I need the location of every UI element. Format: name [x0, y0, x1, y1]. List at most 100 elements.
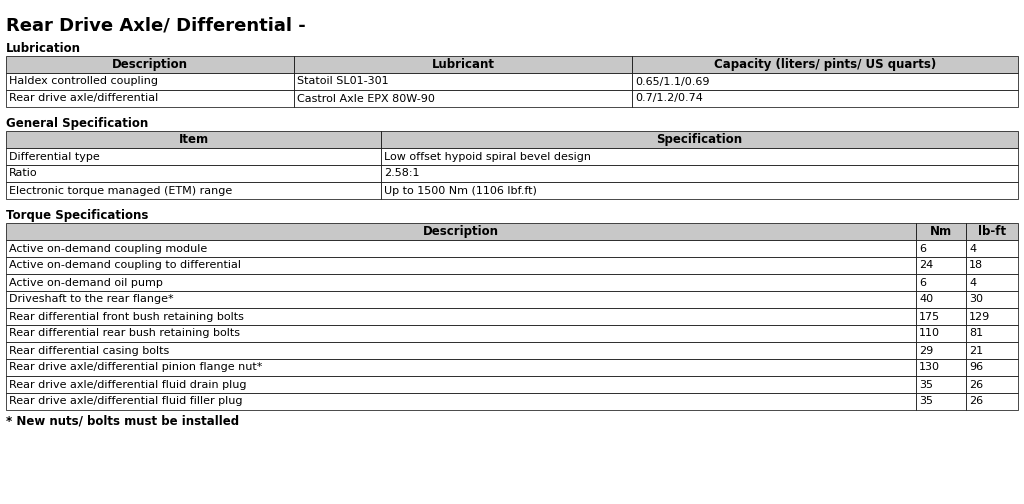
- Text: 35: 35: [919, 380, 933, 390]
- Text: Rear drive axle/differential fluid drain plug: Rear drive axle/differential fluid drain…: [9, 380, 247, 390]
- Text: General Specification: General Specification: [6, 117, 148, 130]
- Bar: [6, 376, 916, 393]
- Text: 26: 26: [969, 380, 983, 390]
- Bar: [916, 291, 966, 308]
- Text: Capacity (liters/ pints/ US quarts): Capacity (liters/ pints/ US quarts): [714, 58, 936, 71]
- Text: Lubricant: Lubricant: [431, 58, 495, 71]
- Text: 2.58:1: 2.58:1: [384, 168, 420, 178]
- Bar: [294, 90, 632, 107]
- Text: Low offset hypoid spiral bevel design: Low offset hypoid spiral bevel design: [384, 152, 591, 161]
- Text: Description: Description: [423, 225, 499, 238]
- Text: Torque Specifications: Torque Specifications: [6, 209, 148, 222]
- Bar: [6, 359, 916, 376]
- Bar: [916, 325, 966, 342]
- Bar: [966, 393, 1018, 410]
- Text: 35: 35: [919, 397, 933, 407]
- Text: Rear differential casing bolts: Rear differential casing bolts: [9, 346, 169, 355]
- Bar: [6, 393, 916, 410]
- Bar: [381, 148, 1018, 165]
- Bar: [916, 257, 966, 274]
- Bar: [6, 308, 916, 325]
- Text: Rear drive axle/differential pinion flange nut*: Rear drive axle/differential pinion flan…: [9, 362, 262, 372]
- Text: Item: Item: [178, 133, 209, 146]
- Bar: [966, 274, 1018, 291]
- Bar: [6, 240, 916, 257]
- Text: 26: 26: [969, 397, 983, 407]
- Bar: [966, 223, 1018, 240]
- Text: 110: 110: [919, 329, 940, 339]
- Bar: [916, 274, 966, 291]
- Bar: [966, 325, 1018, 342]
- Bar: [966, 359, 1018, 376]
- Text: Castrol Axle EPX 80W-90: Castrol Axle EPX 80W-90: [297, 94, 435, 103]
- Text: Haldex controlled coupling: Haldex controlled coupling: [9, 77, 158, 87]
- Bar: [6, 148, 381, 165]
- Bar: [381, 165, 1018, 182]
- Text: 81: 81: [969, 329, 983, 339]
- Bar: [6, 257, 916, 274]
- Text: Lubrication: Lubrication: [6, 42, 81, 55]
- Text: 129: 129: [969, 311, 990, 322]
- Text: Rear differential front bush retaining bolts: Rear differential front bush retaining b…: [9, 311, 244, 322]
- Text: 21: 21: [969, 346, 983, 355]
- Text: Electronic torque managed (ETM) range: Electronic torque managed (ETM) range: [9, 185, 232, 196]
- Bar: [6, 131, 381, 148]
- Bar: [632, 56, 1018, 73]
- Bar: [966, 376, 1018, 393]
- Bar: [916, 308, 966, 325]
- Text: Differential type: Differential type: [9, 152, 99, 161]
- Bar: [966, 308, 1018, 325]
- Text: Description: Description: [112, 58, 188, 71]
- Bar: [916, 376, 966, 393]
- Text: 0.65/1.1/0.69: 0.65/1.1/0.69: [635, 77, 710, 87]
- Bar: [6, 291, 916, 308]
- Bar: [632, 90, 1018, 107]
- Text: 40: 40: [919, 294, 933, 304]
- Text: 0.7/1.2/0.74: 0.7/1.2/0.74: [635, 94, 702, 103]
- Bar: [6, 342, 916, 359]
- Text: Active on-demand oil pump: Active on-demand oil pump: [9, 278, 163, 287]
- Bar: [381, 131, 1018, 148]
- Bar: [6, 274, 916, 291]
- Text: Nm: Nm: [930, 225, 952, 238]
- Bar: [294, 56, 632, 73]
- Text: 130: 130: [919, 362, 940, 372]
- Text: 175: 175: [919, 311, 940, 322]
- Text: Specification: Specification: [656, 133, 742, 146]
- Bar: [6, 223, 916, 240]
- Bar: [916, 342, 966, 359]
- Text: Active on-demand coupling to differential: Active on-demand coupling to differentia…: [9, 261, 241, 271]
- Text: Driveshaft to the rear flange*: Driveshaft to the rear flange*: [9, 294, 174, 304]
- Bar: [966, 291, 1018, 308]
- Bar: [916, 393, 966, 410]
- Text: 24: 24: [919, 261, 933, 271]
- Bar: [381, 182, 1018, 199]
- Text: 4: 4: [969, 278, 976, 287]
- Text: 6: 6: [919, 278, 926, 287]
- Bar: [916, 223, 966, 240]
- Text: 18: 18: [969, 261, 983, 271]
- Text: lb-ft: lb-ft: [978, 225, 1006, 238]
- Text: Up to 1500 Nm (1106 lbf.ft): Up to 1500 Nm (1106 lbf.ft): [384, 185, 537, 196]
- Text: Statoil SL01-301: Statoil SL01-301: [297, 77, 389, 87]
- Text: * New nuts/ bolts must be installed: * New nuts/ bolts must be installed: [6, 415, 240, 428]
- Text: Rear drive axle/differential: Rear drive axle/differential: [9, 94, 159, 103]
- Bar: [916, 240, 966, 257]
- Bar: [6, 73, 294, 90]
- Bar: [6, 90, 294, 107]
- Bar: [916, 359, 966, 376]
- Text: 96: 96: [969, 362, 983, 372]
- Bar: [6, 325, 916, 342]
- Bar: [632, 73, 1018, 90]
- Bar: [6, 165, 381, 182]
- Text: 30: 30: [969, 294, 983, 304]
- Text: Active on-demand coupling module: Active on-demand coupling module: [9, 243, 207, 254]
- Text: Ratio: Ratio: [9, 168, 38, 178]
- Text: Rear differential rear bush retaining bolts: Rear differential rear bush retaining bo…: [9, 329, 240, 339]
- Bar: [966, 240, 1018, 257]
- Text: 29: 29: [919, 346, 933, 355]
- Text: 4: 4: [969, 243, 976, 254]
- Text: Rear drive axle/differential fluid filler plug: Rear drive axle/differential fluid fille…: [9, 397, 243, 407]
- Bar: [6, 56, 294, 73]
- Text: 6: 6: [919, 243, 926, 254]
